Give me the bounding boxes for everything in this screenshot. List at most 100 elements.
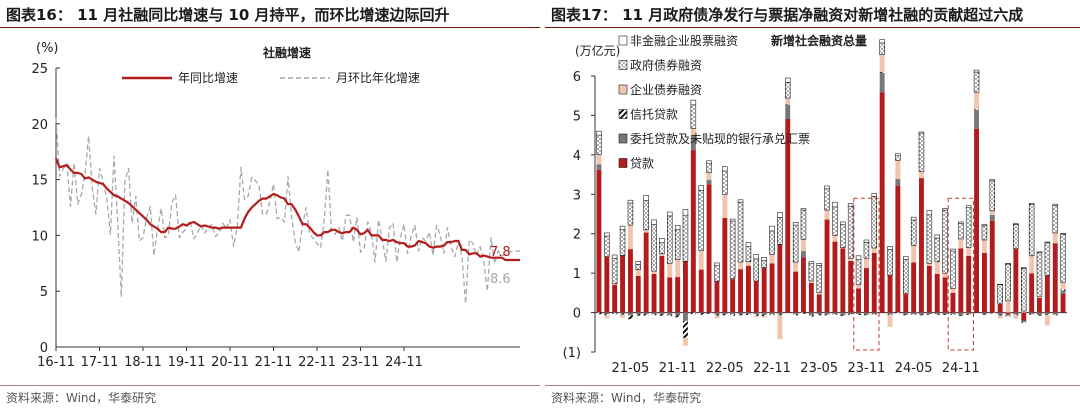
corp-bond-bar (651, 271, 657, 274)
loan-bar (1060, 294, 1066, 313)
trust-loan-bar (1052, 314, 1058, 316)
loan-bar (871, 253, 877, 313)
corp-bond-bar (926, 263, 932, 266)
corp-bond-bar (974, 92, 979, 110)
trust-loan-bar (635, 314, 641, 316)
entrusted-bill-bar (808, 312, 814, 316)
right-ytick-label: 4 (573, 149, 581, 164)
equity-bar (832, 201, 838, 208)
corp-bond-bar (871, 247, 877, 253)
gov-bond-bar (706, 162, 712, 173)
entrusted-bill-bar (1037, 312, 1042, 315)
gov-bond-bar (627, 202, 634, 226)
equity-bar (887, 246, 893, 250)
trust-loan-bar (651, 314, 657, 316)
entrusted-bill-bar (738, 312, 743, 315)
corp-bond-bar (950, 288, 956, 293)
loan-bar (942, 277, 948, 313)
entrusted-bill-bar (832, 312, 838, 315)
gov-bond-bar (871, 196, 877, 249)
left-chart: (%) 社融增速 0 5 10 15 20 25 16-11 17-11 18-11 19-11 20-… (31, 41, 520, 370)
corp-bond-bar (816, 292, 822, 295)
equity-bar (722, 166, 728, 172)
equity-bar (902, 256, 909, 260)
left-xtick-label: 18-11 (124, 355, 162, 370)
corp-bond-bar (746, 261, 751, 266)
entrusted-bill-bar (934, 312, 940, 315)
entrusted-bill-bar (911, 312, 917, 315)
corp-bond-bar (659, 253, 665, 256)
corp-bond-bar (722, 194, 728, 218)
loan-bar (675, 277, 681, 313)
legend-corp-bond-label: 企业债券融资 (630, 82, 702, 97)
trust-loan-bar (926, 314, 932, 315)
loan-bar (706, 184, 712, 313)
gov-bond-bar (619, 229, 626, 256)
entrusted-bill-bar (753, 312, 759, 315)
gov-bond-bar (855, 259, 862, 285)
equity-bar (604, 232, 610, 237)
gov-bond-bar (918, 132, 925, 172)
entrusted-bill-bar (1052, 312, 1058, 315)
equity-bar (659, 238, 665, 243)
trust-loan-bar (620, 313, 625, 315)
right-ytick-label: (1) (563, 346, 581, 361)
gov-bond-bar (950, 250, 956, 289)
corp-bond-bar (911, 245, 917, 263)
corp-bond-bar (1005, 300, 1011, 313)
legend-equity-label: 非金融企业股票融资 (630, 33, 738, 48)
gov-bond-bar (1005, 263, 1011, 302)
highlight-box (947, 197, 974, 351)
trust-loan-bar (911, 314, 917, 315)
entrusted-bill-bar (974, 109, 979, 129)
gov-bond-bar (674, 229, 681, 260)
equity-bar (792, 222, 799, 226)
corp-bond-bar (643, 229, 649, 233)
gov-bond-bar (667, 215, 673, 264)
left-panel: 图表16： 11 月社融同比增速与 10 月持平，而环比增速边际回升 (%) 社融… (0, 6, 540, 405)
equity-bar (1013, 223, 1019, 225)
loan-bar (746, 265, 751, 313)
equity-bar (698, 185, 705, 191)
left-bottom-rule (0, 385, 540, 386)
trust-loan-bar (690, 312, 696, 315)
legend-mom-label: 月环比年化增速 (336, 71, 420, 85)
entrusted-bill-bar (887, 312, 893, 315)
right-xtick-label: 21-11 (659, 361, 697, 376)
corp-bond-bar (675, 259, 681, 277)
entrusted-bill-bar (777, 312, 783, 315)
loan-bar (1005, 312, 1011, 315)
loan-bar (1037, 298, 1042, 313)
legend-total-label: 新增社会融资总量 (771, 33, 867, 48)
gov-bond-bar (792, 224, 799, 263)
corp-bond-bar (808, 281, 814, 283)
gov-bond-bar (1036, 252, 1043, 298)
corp-bond-bar (840, 247, 846, 249)
trust-loan-bar (667, 314, 673, 317)
loan-bar (801, 257, 806, 313)
trust-loan-bar (1037, 314, 1042, 316)
equity-bar (1060, 233, 1066, 235)
equity-bar (910, 216, 917, 221)
left-xtick-label: 21-11 (255, 355, 293, 370)
left-title-rule (0, 27, 540, 28)
left-ytick-label: 10 (31, 229, 48, 244)
gov-bond-bar (682, 214, 689, 262)
corp-bond-bar (706, 172, 712, 180)
gov-bond-bar (910, 219, 917, 246)
left-ytick-label: 15 (31, 174, 48, 189)
mom-end-label: 8.6 (490, 272, 511, 287)
corp-bond-bar (683, 337, 688, 346)
loan-bar (989, 220, 995, 313)
gov-bond-bar (769, 230, 775, 255)
entrusted-bill-bar (769, 312, 775, 315)
right-panel: 图表17： 11 月政府债净发行与票据净融资对新增社融的贡献超过六成 (万亿元)… (545, 0, 1080, 414)
loan-bar (596, 169, 602, 313)
equity-bar (737, 199, 744, 203)
gov-bond-bar (808, 263, 815, 282)
trust-loan-bar (612, 313, 618, 315)
right-xtick-label: 23-11 (848, 361, 886, 376)
loan-bar (848, 260, 854, 313)
legend-trust-loan-swatch (618, 109, 628, 119)
trust-loan-bar (1029, 314, 1035, 315)
